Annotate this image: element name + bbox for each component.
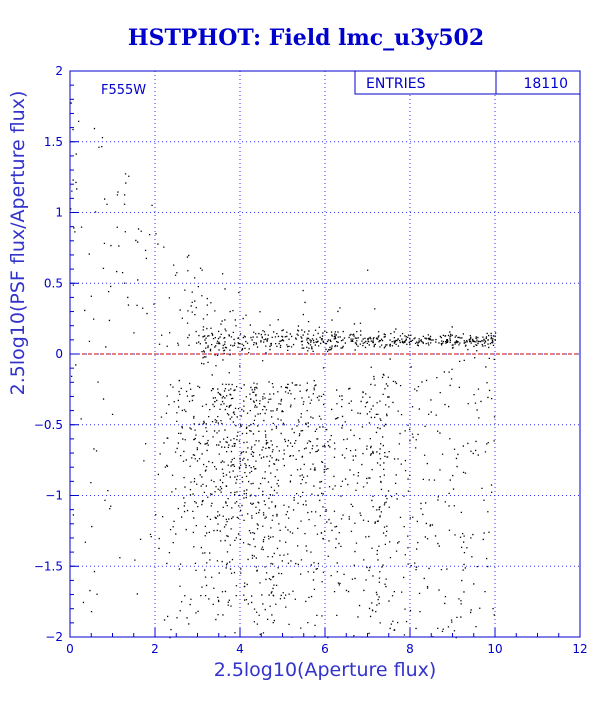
x-tick-label: 0 [66,642,74,656]
x-tick-label: 6 [321,642,329,656]
y-tick-label: 1.5 [44,135,63,149]
y-axis-ticks: −2 −1.5 −1 −0.5 0 0.5 1 1.5 2 [34,64,79,644]
x-tick-label: 2 [151,642,159,656]
chart-title: HSTPHOT: Field lmc_u3y502 [128,25,484,51]
x-tick-label: 8 [406,642,414,656]
y-tick-label: 1 [55,206,63,220]
stats-entries-label: ENTRIES [366,76,426,92]
stats-box: ENTRIES 18110 [354,70,581,95]
y-tick-label: 2 [55,64,63,78]
x-tick-label: 12 [572,642,587,656]
stats-entries-value: 18110 [523,76,568,92]
y-tick-label: −0.5 [34,418,63,432]
y-tick-label: −1 [45,489,63,503]
x-axis-ticks: 0 2 4 6 8 10 12 [66,628,588,656]
y-tick-label: −2 [45,630,63,644]
y-tick-label: 0 [55,347,63,361]
x-tick-label: 4 [236,642,244,656]
filter-label: F555W [101,83,146,98]
stats-box-frame [354,70,581,95]
scatter-points [70,102,497,639]
y-axis-label: 2.5log10(PSF flux/Aperture flux) [7,91,29,396]
y-tick-label: −1.5 [34,559,63,573]
y-tick-label: 0.5 [44,276,63,290]
x-axis-label: 2.5log10(Aperture flux) [214,659,437,681]
scatter-point-cloud [70,102,497,639]
x-tick-label: 10 [487,642,502,656]
